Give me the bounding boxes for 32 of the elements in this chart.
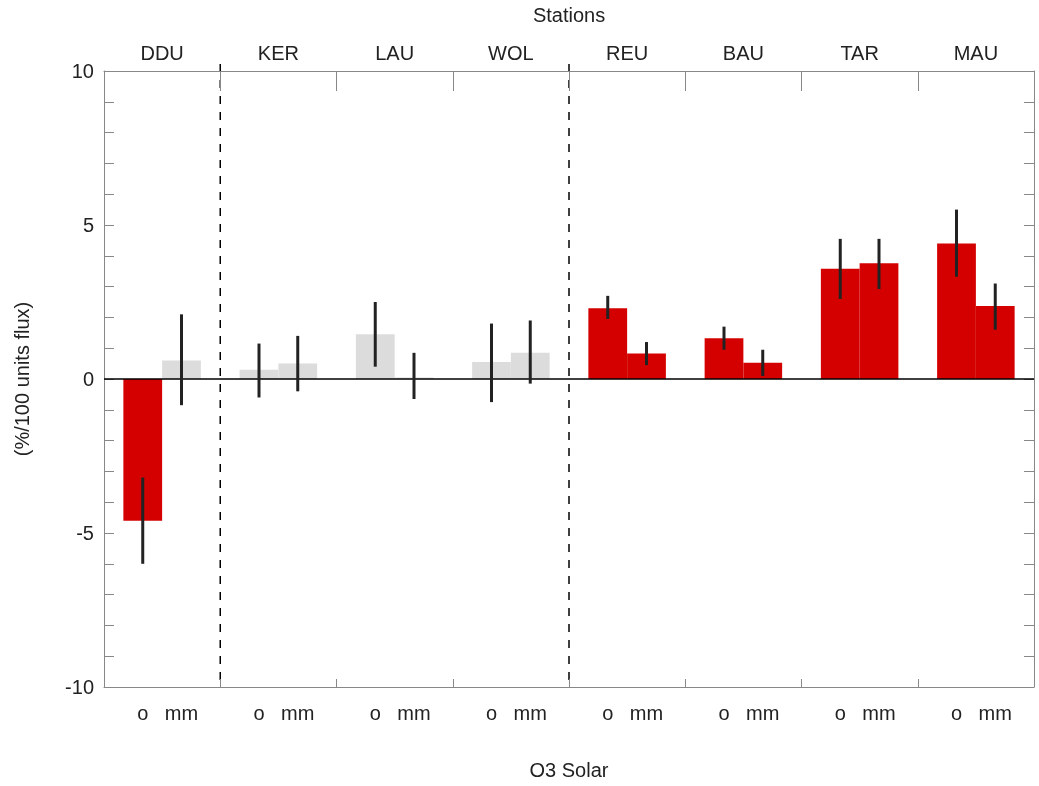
text: mm xyxy=(164,702,199,724)
text: o xyxy=(369,702,381,724)
y-tick-label: -10 xyxy=(65,676,94,698)
x-tick-label: MAU xyxy=(953,42,999,64)
x-tick-label: KER xyxy=(257,42,299,64)
x-tick-label: LAU xyxy=(375,42,415,64)
x-axis-title: Stations xyxy=(532,4,606,26)
text: mm xyxy=(862,702,896,724)
text: o xyxy=(602,702,614,724)
text: mm xyxy=(978,702,1012,724)
text: mm xyxy=(746,702,780,724)
x-tick-label: WOL xyxy=(488,42,534,64)
text: O3 Solar xyxy=(529,759,609,781)
text: mm xyxy=(629,702,664,724)
text: o xyxy=(253,702,265,724)
y-tick-label: 0 xyxy=(82,368,94,390)
text: mm xyxy=(397,702,431,724)
y-tick-label: 5 xyxy=(82,214,94,236)
x-tick-label: BAU xyxy=(722,42,764,64)
x-tick-label: REU xyxy=(606,42,649,64)
x-tick-label: DDU xyxy=(140,42,184,64)
text: o xyxy=(950,702,963,724)
text: mm xyxy=(513,702,547,724)
text: mm xyxy=(281,702,315,724)
text: o xyxy=(137,702,149,724)
y-axis-title: (%/100 units flux) xyxy=(11,301,33,457)
y-tick-label: -5 xyxy=(76,522,94,544)
text: o xyxy=(834,702,846,724)
x-tick-label: TAR xyxy=(840,42,879,64)
y-tick-label: 10 xyxy=(71,60,94,82)
text: o xyxy=(718,702,730,724)
text: o xyxy=(485,702,498,724)
